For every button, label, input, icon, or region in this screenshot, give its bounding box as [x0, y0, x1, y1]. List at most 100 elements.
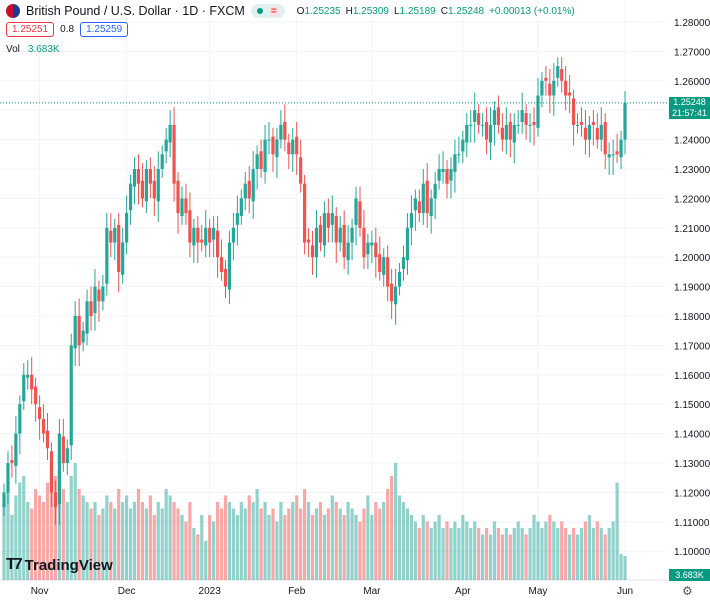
- y-tick-label: 1.22000: [674, 194, 710, 205]
- candle-body: [544, 77, 548, 81]
- candle-body: [200, 239, 204, 243]
- volume-bar: [125, 495, 129, 580]
- volume-bar: [310, 515, 315, 580]
- market-status[interactable]: =: [250, 4, 285, 18]
- candle-body: [449, 169, 453, 181]
- candle-body: [303, 183, 307, 243]
- x-tick-label: 2023: [199, 586, 222, 597]
- y-tick-label: 1.17000: [674, 341, 710, 352]
- candle-body: [378, 254, 382, 272]
- candle-body: [109, 230, 113, 243]
- candle-body: [338, 227, 342, 243]
- tradingview-logo[interactable]: T7 TradingView: [6, 556, 113, 574]
- candle-body: [69, 345, 73, 446]
- volume-bar: [322, 515, 326, 580]
- candle-body: [350, 227, 354, 243]
- volume-bar: [81, 495, 85, 580]
- settings-gear-icon[interactable]: ⚙: [682, 584, 693, 598]
- volume-bar: [520, 528, 524, 580]
- candle-body: [2, 492, 6, 508]
- candle-body: [330, 213, 334, 225]
- candle-body: [477, 113, 481, 125]
- volume-bar: [271, 508, 275, 580]
- candle-body: [136, 169, 141, 184]
- volume-bar: [579, 528, 584, 580]
- candle-body: [101, 286, 105, 302]
- candle-body: [575, 124, 580, 126]
- candle-body: [156, 169, 160, 202]
- volume-bar: [465, 521, 469, 580]
- volume-bar: [57, 469, 61, 580]
- sell-button[interactable]: 1.25251: [6, 22, 55, 37]
- volume-bar: [386, 489, 390, 580]
- candle-body: [235, 213, 239, 225]
- volume-bar: [378, 508, 382, 580]
- candle-body: [192, 227, 196, 246]
- candle-body: [342, 224, 346, 258]
- candle-body: [85, 301, 89, 334]
- buy-button[interactable]: 1.25259: [80, 22, 129, 37]
- volume-legend: Vol 3.683K: [6, 44, 60, 55]
- volume-bar: [6, 489, 10, 580]
- candle-body: [306, 239, 311, 243]
- candle-body: [382, 257, 386, 275]
- volume-bar: [101, 508, 105, 580]
- candle-body: [227, 242, 232, 290]
- candle-body: [417, 201, 421, 214]
- volume-bar: [204, 541, 208, 580]
- candle-body: [520, 110, 524, 122]
- volume-bar: [10, 515, 14, 580]
- volume-bar: [291, 502, 295, 580]
- candle-body: [97, 289, 101, 302]
- volume-bar: [164, 489, 168, 580]
- y-tick-label: 1.24000: [674, 136, 710, 147]
- volume-bar: [564, 528, 568, 580]
- volume-bar: [267, 515, 271, 580]
- high-value: 1.25309: [352, 5, 389, 17]
- volume-bar: [128, 508, 133, 580]
- volume-bar: [14, 495, 18, 580]
- candle-body: [587, 124, 592, 140]
- candle-body: [354, 198, 358, 225]
- candle-body: [223, 268, 228, 287]
- volume-bar: [227, 502, 232, 580]
- candle-body: [488, 124, 493, 143]
- volume-bar: [504, 528, 508, 580]
- candle-body: [579, 121, 584, 125]
- candle-body: [599, 124, 603, 140]
- candle-body: [334, 216, 338, 243]
- symbol-title[interactable]: British Pound / U.S. Dollar · 1D · FXCM: [26, 4, 245, 18]
- volume-bar: [109, 502, 113, 580]
- volume-bar: [469, 528, 473, 580]
- volume-bar: [314, 508, 319, 580]
- volume-bar: [524, 534, 528, 580]
- candle-body: [65, 448, 69, 463]
- candle-body: [14, 433, 18, 466]
- open-label: O: [296, 5, 305, 17]
- candle-body: [61, 436, 65, 463]
- candle-body: [291, 139, 295, 155]
- candle-body: [239, 198, 243, 217]
- open-value: 1.25235: [304, 5, 341, 17]
- candle-body: [540, 80, 544, 96]
- candle-body: [132, 169, 137, 187]
- volume-bar: [425, 521, 429, 580]
- volume-bar: [243, 508, 247, 580]
- volume-bar: [148, 495, 152, 580]
- candle-body: [611, 154, 615, 156]
- y-tick-label: 1.23000: [674, 165, 710, 176]
- volume-bar: [603, 534, 607, 580]
- volume-bar: [140, 502, 145, 580]
- tv-logo-icon: T7: [6, 556, 23, 573]
- candle-body: [326, 213, 330, 228]
- volume-bar: [370, 515, 374, 580]
- volume-bar: [393, 463, 398, 580]
- candle-body: [299, 157, 303, 184]
- candle-body: [564, 80, 568, 96]
- volume-bar: [200, 515, 204, 580]
- candle-body: [524, 113, 528, 125]
- candle-body: [603, 121, 607, 155]
- candle-body: [457, 154, 461, 156]
- candle-body: [433, 183, 437, 199]
